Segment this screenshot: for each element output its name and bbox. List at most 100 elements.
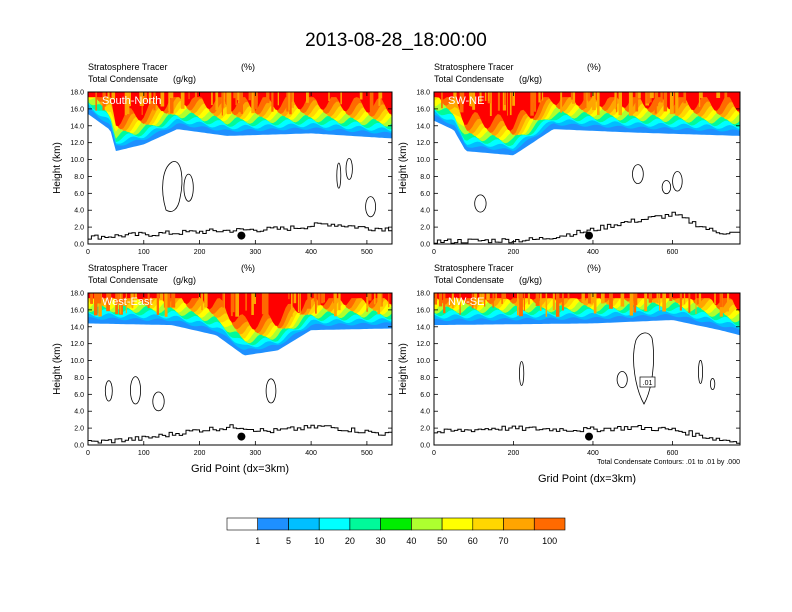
- tracer-spike: [469, 92, 472, 106]
- x-tick-label: 200: [194, 450, 206, 457]
- y-tick-label: 0.0: [74, 443, 84, 450]
- colorbar-label: 50: [437, 536, 447, 546]
- y-axis-label: Height (km): [52, 142, 63, 194]
- tracer-spike: [143, 92, 147, 103]
- tracer-spike: [484, 293, 486, 307]
- tracer-spike: [201, 293, 203, 311]
- y-tick-label: 12.0: [70, 140, 84, 147]
- tracer-spike: [540, 293, 542, 311]
- tracer-spike: [519, 293, 523, 317]
- condensate-contour: [336, 162, 342, 189]
- tracer-spike: [679, 293, 682, 311]
- tracer-spike: [164, 293, 168, 317]
- tracer-spike: [488, 92, 490, 101]
- tracer-spike: [646, 92, 650, 104]
- colorbar-label: 40: [406, 536, 416, 546]
- tracer-spike: [153, 92, 156, 111]
- tracer-spike: [660, 92, 663, 103]
- tracer-spike: [502, 293, 506, 299]
- tracer-spike: [378, 92, 381, 106]
- tracer-spike: [147, 293, 150, 309]
- x-tick-label: 400: [305, 450, 317, 457]
- left-subheader: Total Condensate: [434, 275, 504, 285]
- tracer-spike: [517, 293, 519, 316]
- tracer-spike: [265, 293, 269, 316]
- tracer-spike: [454, 92, 457, 104]
- tracer-spike: [139, 92, 141, 100]
- tracer-spike: [306, 92, 309, 103]
- tracer-spike: [159, 293, 164, 301]
- colorbar-box: [503, 517, 535, 531]
- tracer-spike: [322, 293, 325, 303]
- condensate-contour: [365, 196, 377, 218]
- condensate-contour: [633, 332, 654, 405]
- tracer-spike: [359, 92, 363, 100]
- tracer-spike: [367, 293, 372, 301]
- y-axis-label: Height (km): [398, 343, 409, 395]
- right-header: (%): [587, 62, 601, 72]
- tracer-spike: [462, 92, 465, 99]
- tracer-spike: [492, 293, 494, 308]
- condensate-contour: [104, 380, 113, 402]
- condensate-contour: [632, 164, 644, 185]
- tracer-spike: [215, 92, 219, 111]
- tracer-spike: [188, 92, 190, 100]
- panel-frame: [433, 91, 741, 245]
- tracer-spike: [555, 293, 560, 317]
- tracer-spike: [535, 293, 540, 306]
- condensate-contour: [152, 391, 165, 412]
- figure-title: 2013-08-28_18:00:00: [305, 30, 487, 51]
- tracer-spike: [669, 92, 674, 115]
- tracer-spike: [512, 92, 515, 106]
- left-header: Stratosphere Tracer: [88, 263, 168, 273]
- tracer-spike: [97, 293, 101, 304]
- tracer-spike: [567, 293, 570, 300]
- colorbar-box: [226, 517, 259, 531]
- tracer-spike: [614, 92, 617, 108]
- tracer-spike: [289, 92, 292, 115]
- condensate-contour: [518, 361, 525, 386]
- y-tick-label: 2.0: [74, 426, 84, 433]
- y-tick-label: 6.0: [74, 392, 84, 399]
- right-subheader: (g/kg): [519, 74, 542, 84]
- tracer-spike: [648, 293, 652, 303]
- colorbar-label: 20: [345, 536, 355, 546]
- tracer-spike: [334, 293, 337, 317]
- colorbar-box: [533, 517, 566, 531]
- tracer-spike: [683, 92, 687, 104]
- tracer-spike: [441, 92, 443, 109]
- colorbar-box: [318, 517, 351, 531]
- right-subheader: (g/kg): [173, 275, 196, 285]
- tracer-spike: [277, 92, 279, 106]
- tracer-spike: [315, 293, 317, 314]
- tracer-spike: [139, 92, 144, 106]
- x-axis-label: Grid Point (dx=3km): [191, 463, 289, 475]
- x-tick-label: 500: [361, 249, 373, 256]
- x-tick-label: 0: [432, 450, 436, 457]
- tracer-spike: [126, 92, 130, 115]
- tracer-spike: [293, 293, 297, 304]
- tracer-spike: [251, 293, 254, 315]
- tracer-spike: [683, 293, 686, 305]
- tracer-spike: [659, 293, 661, 311]
- tracer-spike: [248, 92, 251, 101]
- x-tick-label: 0: [86, 450, 90, 457]
- tracer-spike: [163, 293, 166, 308]
- tracer-spike: [251, 92, 255, 114]
- panel-label: SW-NE: [448, 95, 484, 107]
- colorbar-box: [257, 517, 289, 531]
- tracer-spike: [388, 293, 390, 308]
- colorbar-label: 100: [542, 536, 557, 546]
- tracer-spike: [245, 293, 247, 311]
- tracer-spike: [719, 293, 723, 308]
- colorbar-label: 30: [376, 536, 386, 546]
- tracer-spike: [571, 92, 576, 104]
- y-tick-label: 14.0: [416, 324, 430, 331]
- contour-note: Total Condensate Contours: .01 to .01 by…: [597, 459, 740, 466]
- y-tick-label: 8.0: [74, 174, 84, 181]
- colorbar-box: [288, 517, 320, 531]
- y-tick-label: 6.0: [420, 392, 430, 399]
- tracer-spike: [111, 92, 116, 100]
- condensate-contour: [698, 359, 704, 384]
